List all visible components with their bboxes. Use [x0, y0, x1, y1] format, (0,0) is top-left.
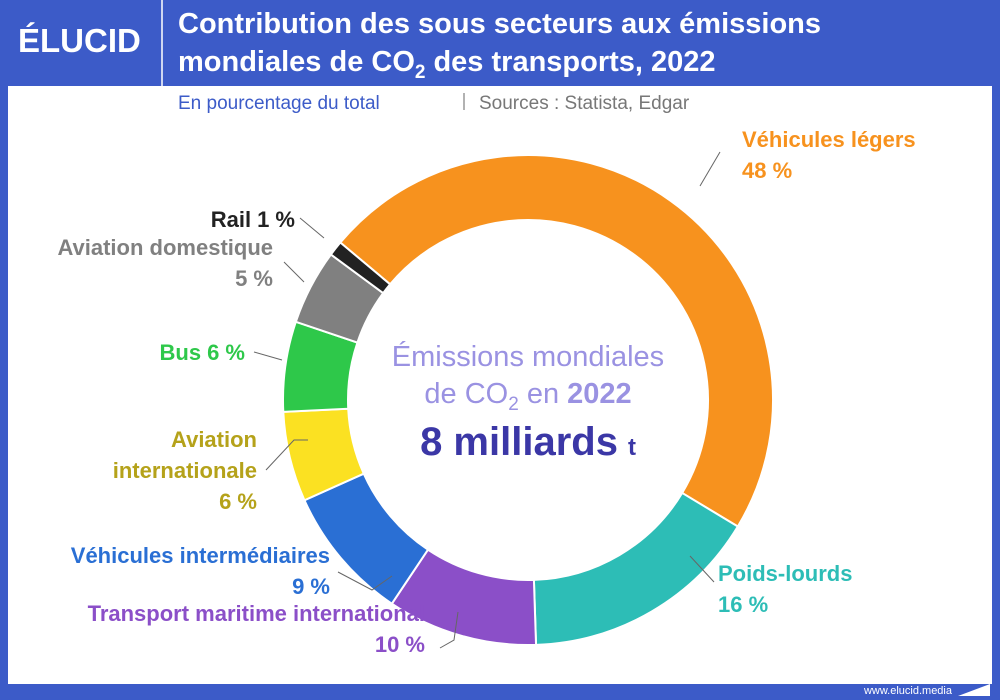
- footer: www.elucid.media: [863, 685, 953, 697]
- slice-label: Bus 6 %: [160, 337, 245, 368]
- center-year: 2022: [567, 378, 632, 410]
- category-label: Poids-lourds: [718, 561, 853, 586]
- center-subscript: 2: [508, 394, 519, 415]
- leader-line: [299, 217, 325, 239]
- leader-line: [689, 555, 715, 583]
- value-label: 5 %: [235, 266, 273, 291]
- source: Sources : Statista, Edgar: [479, 93, 690, 114]
- slice-label: Poids-lourds 16 %: [718, 558, 852, 620]
- category-label: Rail: [210, 207, 252, 232]
- category-label: Aviation internationale: [112, 427, 257, 483]
- value-label: 10 %: [374, 632, 425, 657]
- category-label: Véhicules légers: [742, 127, 916, 152]
- leader-line: [265, 439, 308, 471]
- title-subscript: 2: [415, 62, 426, 83]
- logo: ÉLUCID: [18, 22, 141, 59]
- slice-label: Aviation internationale 6 %: [67, 424, 257, 517]
- slice-label: Aviation domestique 5 %: [0, 232, 273, 294]
- leader-line: [439, 611, 459, 649]
- category-label: Transport maritime international: [87, 601, 425, 626]
- footer-icon: [958, 684, 990, 696]
- center-part: en: [527, 378, 559, 410]
- value-label: 6 %: [219, 489, 257, 514]
- category-label: Aviation domestique: [57, 235, 273, 260]
- title-part: des transports, 2022: [433, 46, 715, 78]
- value-label: 16 %: [718, 592, 769, 617]
- center-part: de CO: [424, 378, 508, 410]
- center-text: de CO2 en 2022: [424, 378, 631, 415]
- slice-label: Véhicules intermédiaires 9 %: [0, 540, 330, 602]
- donut-slice: [338, 154, 774, 528]
- value-label: 9 %: [292, 574, 330, 599]
- value-label: 48 %: [742, 158, 793, 183]
- total-unit: t: [628, 434, 636, 461]
- center-text: Émissions mondiales: [392, 340, 664, 373]
- leader-line: [253, 351, 283, 361]
- leader-line: [337, 571, 393, 591]
- category-label: Véhicules intermédiaires: [70, 543, 330, 568]
- value-label: 1 %: [257, 207, 295, 232]
- slice-label: Rail 1 %: [211, 204, 295, 235]
- title-part: mondiales de CO: [178, 46, 415, 78]
- leader-line: [699, 151, 721, 187]
- value-label: 6 %: [207, 340, 245, 365]
- chart-title: Contribution des sous secteurs aux émiss…: [178, 8, 821, 40]
- center-total: 8 milliards t: [420, 420, 636, 464]
- subtitle: En pourcentage du total: [178, 93, 380, 114]
- total-value: 8 milliards: [420, 420, 618, 464]
- slice-label: Véhicules légers 48 %: [742, 124, 916, 186]
- donut-slice: [329, 241, 392, 295]
- leader-line: [283, 261, 305, 283]
- category-label: Bus: [159, 340, 202, 365]
- chart-title: mondiales de CO2 des transports, 2022: [178, 46, 716, 83]
- slice-label: Transport maritime international 10 %: [5, 598, 425, 660]
